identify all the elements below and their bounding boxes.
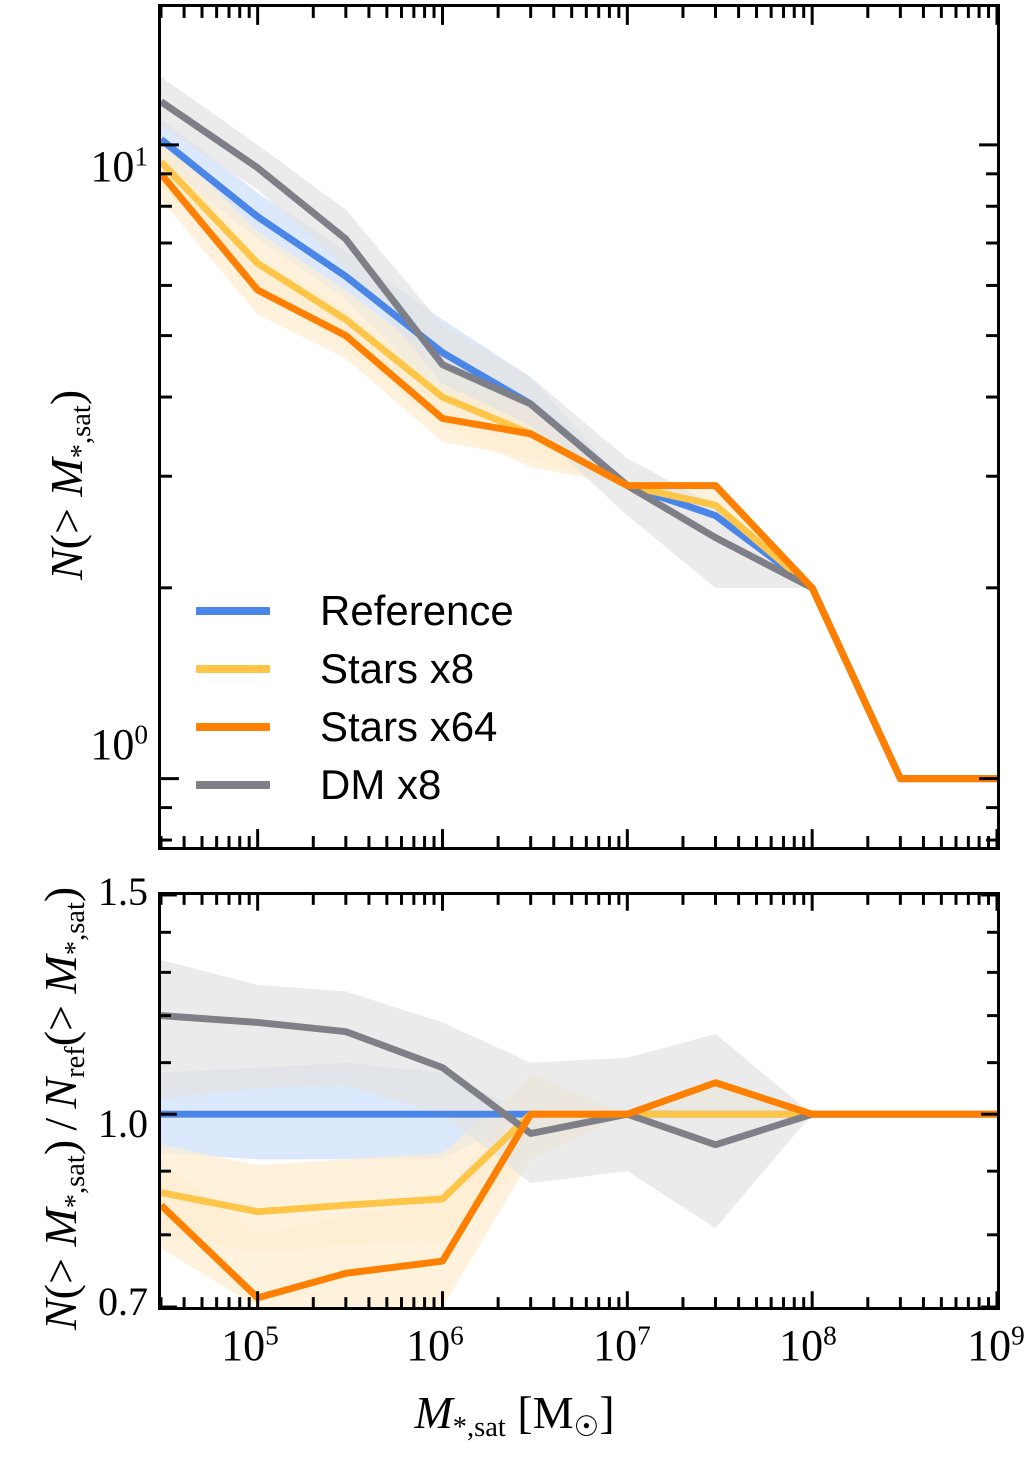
y-axis-title-bottom: N(> M*,sat) / Nref(> M*,sat) [35, 886, 91, 1330]
x-axis-title: M*,sat [M☉] [414, 1387, 615, 1443]
y-tick-bottom-1p0: 1.0 [98, 1101, 148, 1146]
y-tick-bottom-1p5: 1.5 [98, 869, 148, 914]
y-tick-top-1e1: 101 [90, 141, 148, 191]
legend-item-dm-x8: DM x8 [196, 760, 596, 810]
legend-label-reference: Reference [320, 587, 514, 634]
legend-item-stars-x64: Stars x64 [196, 702, 596, 752]
top-panel-plot-area [161, 7, 997, 847]
band-dm_x8 [161, 76, 997, 779]
x-tick-1e8: 108 [779, 1320, 837, 1370]
legend-swatch-stars-x64 [196, 723, 270, 731]
y-tick-top-1e0: 100 [90, 719, 148, 769]
legend-label-stars-x8: Stars x8 [320, 645, 475, 692]
series-line-stars_x64 [161, 1079, 997, 1302]
series-line-stars_x64 [161, 171, 997, 783]
x-tick-1e5: 105 [221, 1320, 279, 1370]
band-dm_x8 [161, 960, 997, 1229]
y-axis-title-top: N(> M*,sat) [41, 389, 97, 580]
legend-item-stars-x8: Stars x8 [196, 644, 596, 694]
legend-label-dm-x8: DM x8 [320, 761, 442, 808]
bottom-panel-plot-area [161, 895, 997, 1307]
y-tick-bottom-0p7: 0.7 [98, 1279, 148, 1324]
legend-item-reference: Reference [196, 586, 596, 636]
legend-swatch-stars-x8 [196, 665, 270, 673]
x-tick-1e9: 109 [967, 1320, 1025, 1370]
top-panel-scatter-cumulative-counts [158, 4, 1000, 850]
legend-swatch-reference [196, 607, 270, 615]
x-tick-1e7: 107 [593, 1320, 651, 1370]
x-tick-1e6: 106 [406, 1320, 464, 1370]
bottom-panel-ratio-to-reference [158, 892, 1000, 1310]
legend: Reference Stars x8 Stars x64 DM x8 [196, 586, 596, 818]
legend-swatch-dm-x8 [196, 781, 270, 789]
band-stars_x64 [161, 1072, 997, 1307]
legend-label-stars-x64: Stars x64 [320, 703, 498, 750]
band-stars_x8 [161, 1077, 997, 1252]
